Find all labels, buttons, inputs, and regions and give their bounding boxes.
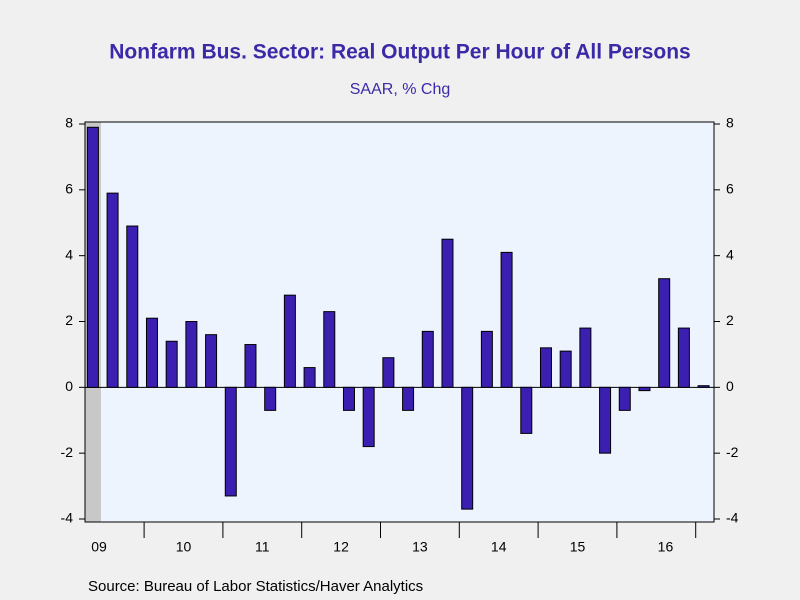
- y-tick-label: -4: [61, 510, 74, 526]
- bar: [441, 238, 454, 388]
- bar: [224, 386, 237, 497]
- x-tick-label: 15: [570, 539, 586, 555]
- x-tick-label: 09: [91, 539, 107, 555]
- x-tick-label: 13: [412, 539, 428, 555]
- bar: [303, 367, 316, 388]
- chart-subtitle: SAAR, % Chg: [350, 81, 450, 98]
- y2-tick-label: -4: [726, 510, 739, 526]
- bar: [126, 225, 139, 388]
- x-tick-label: 16: [658, 539, 674, 555]
- y-tick-label: 0: [65, 378, 73, 394]
- bar: [244, 344, 257, 388]
- y-tick-label: 4: [65, 246, 73, 262]
- bar: [342, 386, 355, 411]
- bar: [362, 386, 375, 448]
- bar: [323, 311, 336, 388]
- bar: [402, 386, 415, 411]
- y-tick-label: -2: [61, 444, 74, 460]
- y-tick-label: 2: [65, 312, 73, 328]
- source-note: Source: Bureau of Labor Statistics/Haver…: [88, 578, 423, 595]
- x-tick-label: 14: [491, 539, 507, 555]
- bar: [638, 386, 651, 392]
- bar: [205, 334, 218, 388]
- x-tick-label: 11: [255, 539, 270, 555]
- bar: [658, 278, 671, 388]
- bar: [382, 357, 395, 388]
- y2-tick-label: 4: [726, 246, 734, 262]
- y-tick-label: 6: [65, 181, 73, 197]
- bar: [264, 386, 277, 411]
- plot-border: [84, 121, 715, 523]
- bar: [539, 347, 552, 388]
- y2-tick-label: -2: [726, 444, 739, 460]
- y-tick-label: 8: [65, 115, 73, 131]
- y2-tick-label: 2: [726, 312, 734, 328]
- bar: [421, 330, 434, 388]
- bar: [283, 294, 296, 388]
- bar: [145, 317, 158, 388]
- bar: [185, 321, 198, 388]
- bar: [579, 327, 592, 388]
- plot-area: [85, 122, 714, 522]
- bar: [165, 340, 178, 388]
- bar: [106, 192, 119, 388]
- bar: [677, 327, 690, 388]
- x-tick-label: 10: [176, 539, 192, 555]
- bar: [520, 386, 533, 434]
- y2-tick-label: 0: [726, 378, 734, 394]
- bar: [461, 386, 474, 510]
- bar: [599, 386, 612, 454]
- bar: [500, 251, 513, 388]
- bar: [697, 385, 710, 388]
- bar: [480, 330, 493, 388]
- chart-title: Nonfarm Bus. Sector: Real Output Per Hou…: [109, 41, 690, 64]
- y2-tick-label: 6: [726, 181, 734, 197]
- bar: [86, 126, 99, 388]
- x-tick-label: 12: [333, 539, 349, 555]
- bar: [559, 350, 572, 388]
- bar: [618, 386, 631, 411]
- y2-tick-label: 8: [726, 115, 734, 131]
